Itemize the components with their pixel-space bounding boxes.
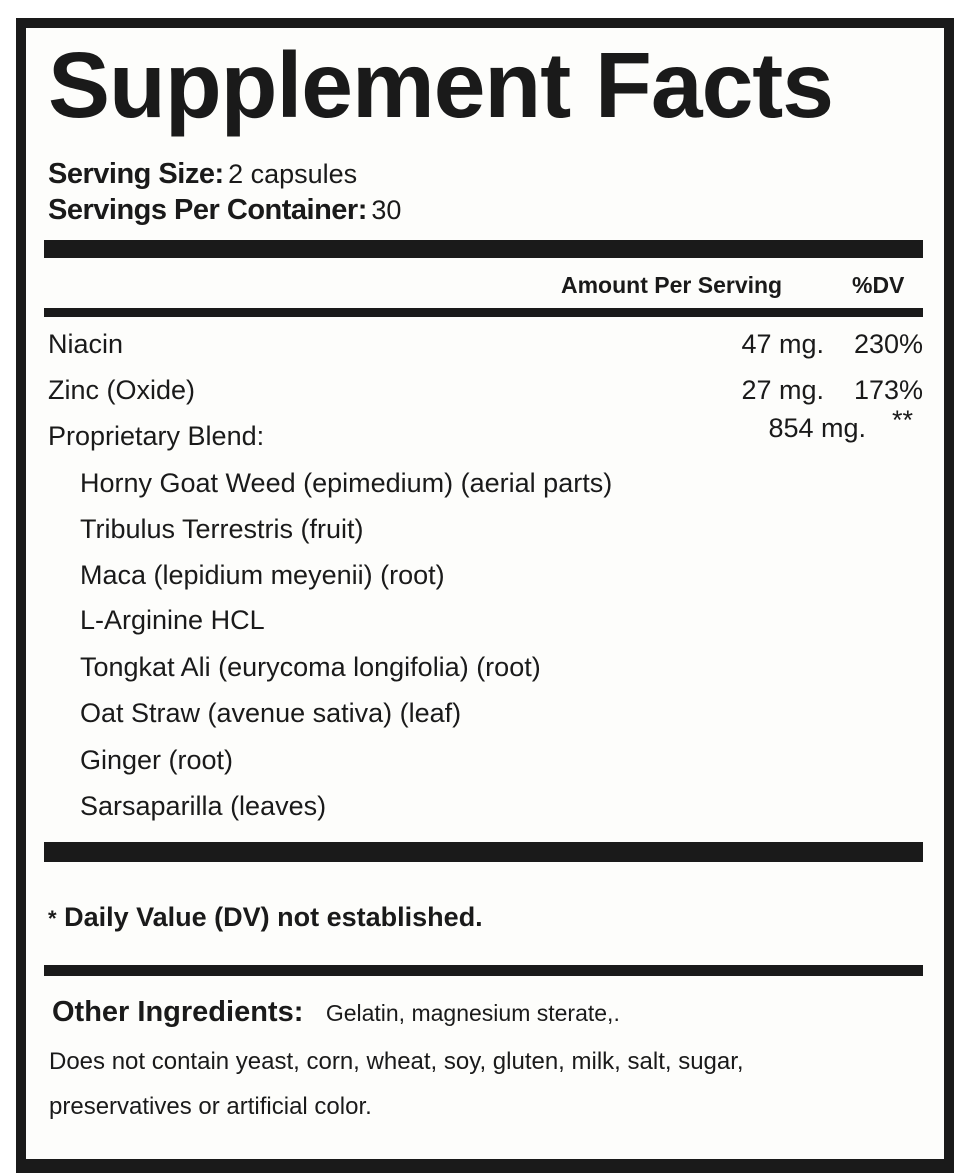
nutrient-name: Niacin [48, 329, 124, 359]
nutrient-amount: 27 mg. [741, 375, 824, 405]
nutrient-name: Proprietary Blend: [48, 421, 265, 451]
nutrient-dv: 173% [853, 375, 923, 405]
serving-size: Serving Size: 2 capsules [48, 158, 357, 191]
blend-item: Oat Straw (avenue sativa) (leaf) [80, 698, 462, 728]
footnote-marker: * [48, 906, 57, 931]
divider-thick [44, 842, 923, 862]
servings-per-container: Servings Per Container: 30 [48, 194, 401, 227]
allergen-statement-line-2: preservatives or artificial color. [49, 1093, 372, 1120]
divider-medium [44, 965, 923, 976]
blend-item: Maca (lepidium meyenii) (root) [80, 560, 445, 590]
footnote: * Daily Value (DV) not established. [48, 902, 483, 933]
other-ingredients-label: Other Ingredients: [52, 996, 304, 1028]
header-amount: Amount Per Serving [561, 272, 783, 298]
nutrient-amount: 47 mg. [741, 329, 824, 359]
allergen-statement-line-1: Does not contain yeast, corn, wheat, soy… [49, 1048, 744, 1075]
servings-per-container-label: Servings Per Container: [48, 194, 367, 226]
nutrient-name: Zinc (Oxide) [48, 375, 196, 405]
blend-item: Ginger (root) [80, 745, 234, 775]
other-ingredients: Other Ingredients: Gelatin, magnesium st… [52, 996, 620, 1029]
blend-item: Horny Goat Weed (epimedium) (aerial part… [80, 468, 613, 498]
divider-thick [44, 240, 923, 258]
nutrient-dv: 230% [853, 329, 923, 359]
page-title: Supplement Facts [48, 33, 834, 137]
blend-item: Sarsaparilla (leaves) [80, 791, 327, 821]
servings-per-container-value: 30 [371, 195, 402, 225]
header-dv: %DV [852, 272, 905, 298]
serving-size-value: 2 capsules [228, 159, 358, 189]
footnote-text: Daily Value (DV) not established. [64, 902, 483, 932]
blend-item: Tongkat Ali (eurycoma longifolia) (root) [80, 652, 541, 682]
label-frame [16, 18, 954, 1173]
other-ingredients-value: Gelatin, magnesium sterate,. [325, 1000, 620, 1026]
blend-item: L-Arginine HCL [80, 605, 265, 635]
nutrient-dv: ** [891, 405, 913, 435]
blend-item: Tribulus Terrestris (fruit) [80, 514, 364, 544]
nutrient-amount: 854 mg. [768, 413, 866, 443]
divider-medium [44, 308, 923, 317]
serving-size-label: Serving Size: [48, 158, 224, 190]
